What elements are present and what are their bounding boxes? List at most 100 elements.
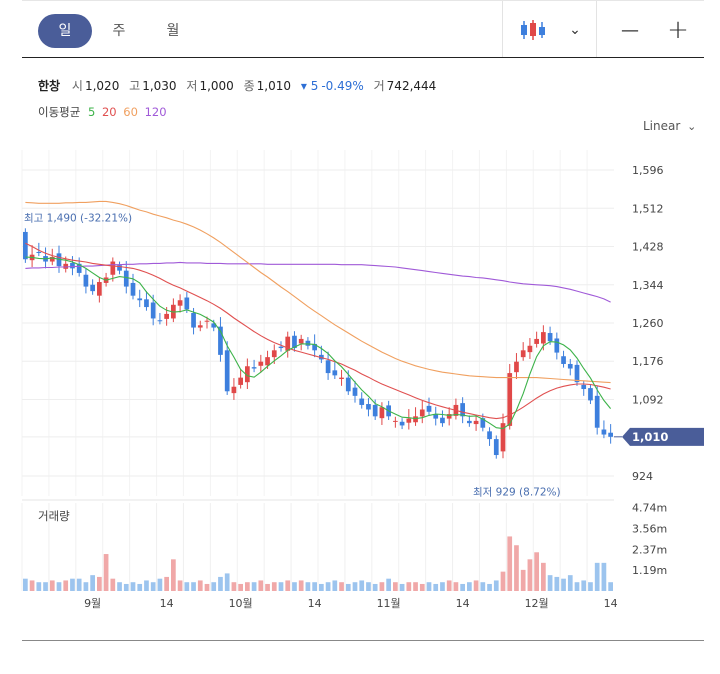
volume-bar — [130, 582, 136, 591]
candle-body — [332, 370, 338, 376]
volume-bar — [76, 578, 82, 591]
volume-bar — [298, 580, 304, 591]
candle-body — [406, 418, 412, 423]
candle-body — [218, 326, 223, 355]
candle-body — [90, 284, 95, 292]
volume-value: 742,444 — [386, 79, 437, 93]
volume-bar — [453, 582, 459, 591]
volume-bar — [554, 576, 560, 591]
candle-body — [177, 300, 183, 306]
volume-bar — [413, 582, 418, 591]
candle-body — [224, 350, 230, 392]
volume-bar — [561, 578, 566, 591]
candle-body — [251, 367, 257, 369]
volume-bar — [312, 582, 317, 591]
volume-bar — [319, 583, 324, 591]
candle-body — [144, 299, 149, 308]
candle-body — [467, 420, 472, 424]
candle-body — [520, 350, 526, 358]
ma-60-line — [25, 200, 611, 384]
volume-bar — [581, 580, 587, 591]
candle-body — [130, 282, 136, 296]
volume-bar — [137, 583, 143, 591]
volume-bar — [352, 582, 358, 591]
volume-bar — [507, 536, 513, 591]
plus-icon[interactable]: + — [667, 15, 689, 45]
candlestick-icon[interactable] — [514, 13, 552, 47]
candle-body — [419, 409, 425, 417]
candle-body — [514, 361, 519, 373]
volume-bar — [29, 580, 35, 591]
volume-bar — [393, 582, 398, 591]
candle-body — [76, 263, 82, 273]
volume-bar — [440, 582, 445, 591]
ma-5-line — [25, 256, 612, 430]
scale-selector[interactable]: Linear ⌄ — [643, 119, 696, 133]
candle-body — [191, 312, 196, 328]
volume-bar — [574, 582, 580, 591]
scale-label: Linear — [643, 119, 681, 133]
volume-bar — [224, 573, 230, 591]
chevron-down-icon[interactable]: ⌄ — [569, 22, 581, 38]
candle-body — [554, 338, 560, 353]
candle-body — [298, 338, 304, 344]
toolbar-divider — [596, 1, 597, 57]
volume-bar — [56, 582, 62, 591]
tab-day[interactable]: 일 — [38, 14, 92, 48]
low-marker: 최저 929 (8.72%) — [473, 487, 561, 499]
volume-bar — [480, 582, 486, 591]
last-price-label: 1,010 — [632, 430, 668, 444]
volume-bar — [197, 580, 203, 591]
stock-summary: 한창 시 1,020 고 1,030 저 1,000 종 1,010 ▾ 5 -0.49%… — [38, 77, 442, 94]
close-label: 종 — [243, 79, 255, 93]
volume-bar — [171, 559, 176, 591]
candle-body — [359, 398, 365, 405]
candle-body — [164, 313, 169, 319]
candle-body — [507, 373, 513, 426]
volume-title: 거래량 — [38, 509, 70, 523]
candle-body — [197, 325, 203, 328]
y-tick-label: 1,512 — [632, 202, 664, 215]
volume-bar — [332, 580, 338, 591]
close-value: 1,010 — [256, 79, 292, 93]
candle-body — [123, 270, 129, 287]
volume-bar — [177, 580, 183, 591]
volume-bar — [366, 582, 371, 591]
candle-body — [258, 361, 264, 366]
volume-bar — [123, 583, 129, 591]
candle-body — [265, 357, 270, 366]
high-marker: 최고 1,490 (-32.21%) — [24, 212, 132, 224]
volume-bar — [520, 569, 526, 591]
minus-icon[interactable]: — — [621, 19, 639, 41]
tab-month[interactable]: 월 — [166, 23, 180, 39]
candlestick-glyph — [521, 20, 545, 40]
candle-body — [345, 377, 351, 392]
candle-body — [581, 384, 587, 390]
candle-body — [70, 262, 75, 269]
candle-body — [480, 418, 486, 428]
candle-body — [440, 417, 445, 424]
volume-bar — [345, 583, 351, 591]
volume-bar — [547, 575, 553, 591]
x-tick-label: 11월 — [377, 597, 401, 610]
volume-bar — [23, 578, 28, 591]
volume-bar — [419, 583, 425, 591]
volume-bar — [588, 582, 593, 591]
candle-body — [460, 403, 465, 417]
high-label: 고 — [129, 79, 141, 93]
volume-bar — [218, 576, 223, 591]
candle-body — [527, 345, 533, 353]
volume-bar — [271, 582, 277, 591]
open-label: 시 — [71, 79, 83, 93]
volume-bar — [534, 552, 539, 591]
volume-bar — [601, 562, 607, 591]
x-tick-label: 14 — [604, 597, 618, 610]
volume-bar — [292, 582, 297, 591]
volume-bar — [541, 562, 546, 591]
volume-bar — [467, 582, 472, 591]
toolbar-divider — [502, 1, 503, 57]
candle-body — [493, 439, 499, 456]
tab-week[interactable]: 주 — [112, 23, 126, 39]
candle-body — [339, 377, 344, 379]
